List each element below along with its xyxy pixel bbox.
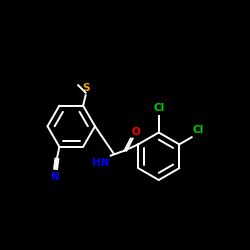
Text: N: N: [51, 172, 60, 182]
Text: Cl: Cl: [193, 125, 204, 135]
Text: S: S: [82, 83, 90, 93]
Text: HN: HN: [92, 158, 110, 168]
Text: Cl: Cl: [153, 103, 164, 113]
Text: O: O: [132, 128, 141, 138]
